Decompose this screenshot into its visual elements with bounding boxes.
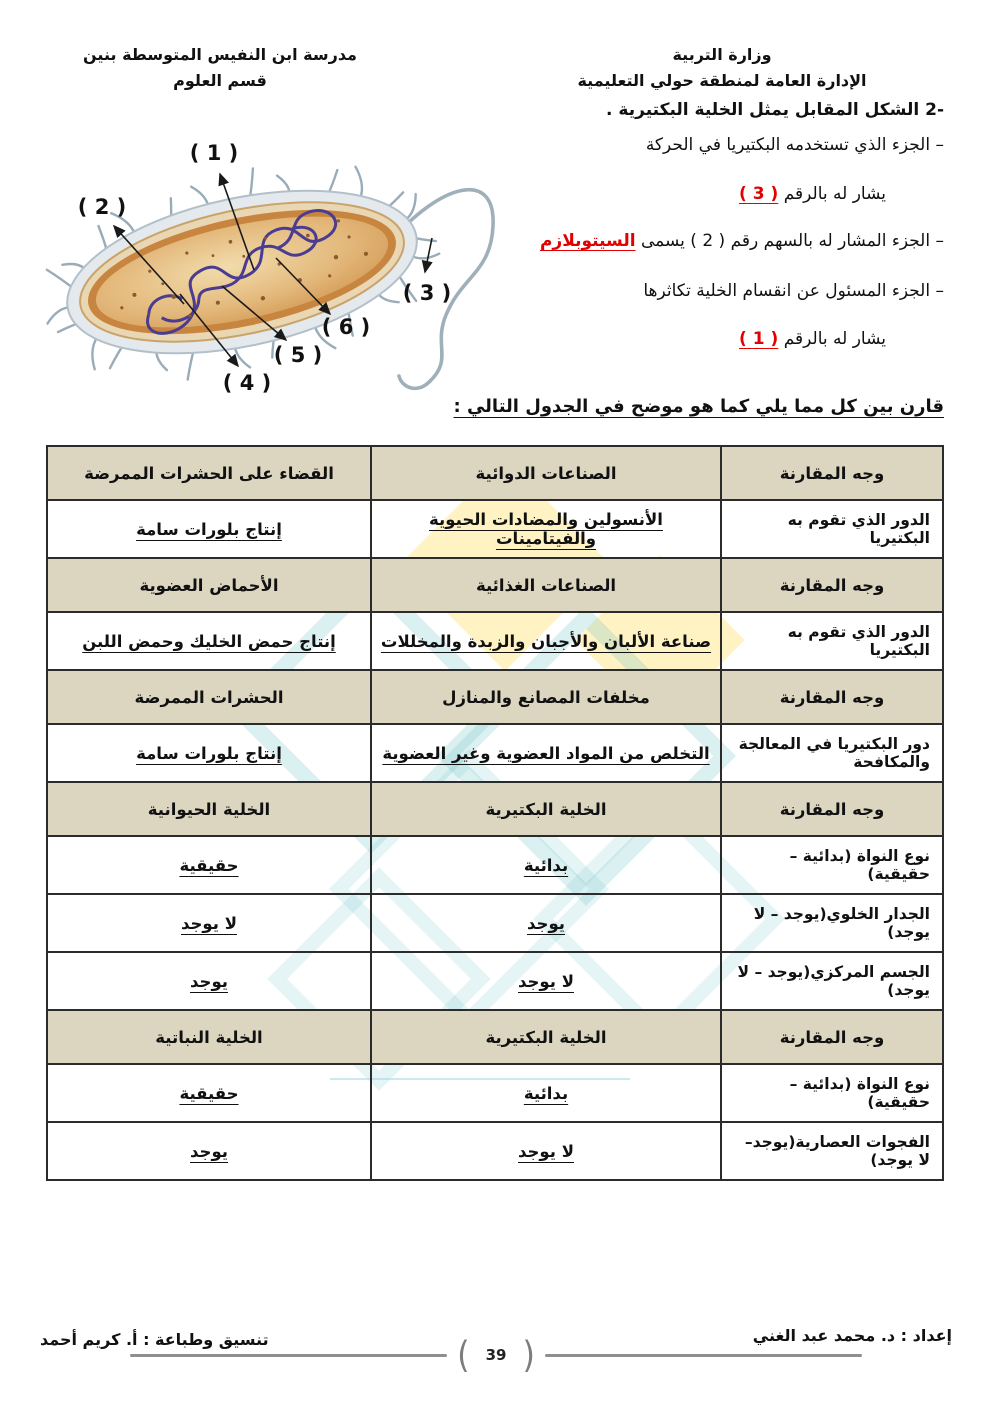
header-cell: وجه المقارنة — [720, 1009, 944, 1065]
ministry-header: وزارة التربية الإدارة العامة لمنطقة حولي… — [512, 42, 932, 93]
answer-cell: التخلص من المواد العضوية وغير العضوية — [370, 723, 722, 783]
header-cell: الصناعات الغذائية — [370, 557, 722, 613]
table-row: نوع النواة (بدائية – حقيقية) بدائية حقيقية — [46, 1063, 944, 1123]
diagram-label-3: ( 3 ) — [403, 281, 451, 305]
header-cell: الصناعات الدوائية — [370, 445, 722, 501]
table-row: الجدار الخلوي(يوجد – لا يوجد) يوجد لا يوجد — [46, 893, 944, 953]
aspect-cell: دور البكتيريا في المعالجة والمكافحة — [720, 723, 944, 783]
diagram-label-6: ( 6 ) — [322, 315, 370, 339]
answer-cell: الأنسولين والمضادات الحيوية والفيتامينات — [370, 499, 722, 559]
typeset-by: تنسيق وطباعة : أ. كريم أحمد — [40, 1330, 269, 1349]
answer-cell: بدائية — [370, 835, 722, 895]
header-cell: الحشرات الممرضة — [46, 669, 372, 725]
header-cell: الخلية الحيوانية — [46, 781, 372, 837]
header-cell: الخلية البكتيرية — [370, 1009, 722, 1065]
header-cell: الأحماض العضوية — [46, 557, 372, 613]
comparison-table-body: وجه المقارنة الصناعات الدوائية القضاء على … — [46, 445, 944, 1181]
bullet-division-part: – الجزء المسئول عن انقسام الخلية تكاثرها — [643, 280, 944, 301]
prepared-by: إعداد : د. محمد عبد الغني — [752, 1326, 952, 1345]
comparison-table: وجه المقارنة الصناعات الدوائية القضاء على … — [46, 445, 944, 1181]
answer-cell: حقيقية — [46, 835, 372, 895]
answer-division-part: يشار له بالرقم ( 1 ) — [739, 329, 886, 350]
table-row: وجه المقارنة الصناعات الدوائية القضاء على … — [46, 445, 944, 501]
diagram-label-2: ( 2 ) — [78, 195, 126, 219]
answer-value: السيتوبلازم — [539, 230, 636, 251]
table-row: وجه المقارنة الخلية البكتيرية الخلية الحيو… — [46, 781, 944, 837]
page-number: 39 — [485, 1346, 507, 1364]
aspect-cell: الجدار الخلوي(يوجد – لا يوجد) — [720, 893, 944, 953]
answer-movement-part: يشار له بالرقم ( 3 ) — [739, 183, 886, 204]
answer-cell: حقيقية — [46, 1063, 372, 1123]
aspect-cell: الدور الذي تقوم به البكتيريا — [720, 499, 944, 559]
table-row: دور البكتيريا في المعالجة والمكافحة التخل… — [46, 723, 944, 783]
rule-segment — [130, 1353, 448, 1357]
table-row: الدور الذي تقوم به البكتيريا الأنسولين وا… — [46, 499, 944, 559]
answer-cell: بدائية — [370, 1063, 722, 1123]
answer-cell: لا يوجد — [46, 893, 372, 953]
aspect-cell: الدور الذي تقوم به البكتيريا — [720, 611, 944, 671]
school-name: مدرسة ابن النفيس المتوسطة بنين — [83, 45, 357, 64]
answer-cell: إنتاج بلورات سامة — [46, 499, 372, 559]
answer-cell: إنتاج بلورات سامة — [46, 723, 372, 783]
page-number-rule: ( 39 ) — [130, 1339, 862, 1371]
header-cell: وجه المقارنة — [720, 445, 944, 501]
answer-cell: يوجد — [370, 893, 722, 953]
answer-value: ( 3 ) — [739, 183, 779, 204]
table-row: وجه المقارنة الصناعات الغذائية الأحماض الع… — [46, 557, 944, 613]
label-arrows — [112, 172, 433, 368]
header-cell: الخلية البكتيرية — [370, 781, 722, 837]
education-area: الإدارة العامة لمنطقة حولي التعليمية — [577, 70, 867, 90]
aspect-cell: نوع النواة (بدائية – حقيقية) — [720, 1063, 944, 1123]
answer-value: ( 1 ) — [739, 329, 779, 350]
header-cell: وجه المقارنة — [720, 557, 944, 613]
answer-cell: لا يوجد — [370, 951, 722, 1011]
table-row: وجه المقارنة الخلية البكتيرية الخلية النبا… — [46, 1009, 944, 1065]
question-intro-text: الشكل المقابل يمثل الخلية البكتيرية . — [606, 100, 920, 120]
cytoplasm-dots — [120, 219, 368, 318]
rule-segment — [544, 1353, 862, 1357]
table-row: وجه المقارنة مخلفات المصانع والمنازل الحشر… — [46, 669, 944, 725]
question-2: 2- الشكل المقابل يمثل الخلية البكتيرية .… — [492, 100, 944, 375]
bacteria-cell-illustration: ( 1 ) ( 2 ) ( 3 ) ( 4 ) ( 5 ) ( 6 ) — [45, 141, 495, 395]
diagram-label-1: ( 1 ) — [190, 141, 238, 165]
header-cell: مخلفات المصانع والمنازل — [370, 669, 722, 725]
bullet-movement-part: – الجزء الذي تستخدمه البكتيريا في الحركة — [645, 135, 944, 155]
header-cell: وجه المقارنة — [720, 669, 944, 725]
diagram-label-4: ( 4 ) — [223, 371, 271, 395]
header-cell: القضاء على الحشرات الممرضة — [46, 445, 372, 501]
ministry-name: وزارة التربية — [672, 45, 772, 64]
aspect-cell: الفجوات العصارية(يوجد– لا يوجد) — [720, 1121, 944, 1181]
answer-cell: يوجد — [46, 951, 372, 1011]
aspect-cell: نوع النواة (بدائية – حقيقية) — [720, 835, 944, 895]
table-row: الفجوات العصارية(يوجد– لا يوجد) لا يوجد يو… — [46, 1121, 944, 1181]
bacteria-diagram: ( 1 ) ( 2 ) ( 3 ) ( 4 ) ( 5 ) ( 6 ) — [35, 122, 542, 417]
answer-cell: صناعة الألبان والأجبان والزبدة والمخللات — [370, 611, 722, 671]
school-department: قسم العلوم — [173, 70, 267, 90]
compare-instruction: قارن بين كل مما يلي كما هو موضح في الجدو… — [453, 396, 945, 417]
answer-cell: إنتاج حمض الخليك وحمض اللبن — [46, 611, 372, 671]
table-row: الدور الذي تقوم به البكتيريا صناعة الألبا… — [46, 611, 944, 671]
school-header: مدرسة ابن النفيس المتوسطة بنين قسم العلو… — [40, 42, 400, 93]
header-cell: وجه المقارنة — [720, 781, 944, 837]
table-row: الجسم المركزي(يوجد – لا يوجد) لا يوجد يوجد — [46, 951, 944, 1011]
question-intro: 2- الشكل المقابل يمثل الخلية البكتيرية . — [492, 100, 944, 120]
diagram-label-5: ( 5 ) — [274, 343, 322, 367]
table-row: نوع النواة (بدائية – حقيقية) بدائية حقيقية — [46, 835, 944, 895]
aspect-cell: الجسم المركزي(يوجد – لا يوجد) — [720, 951, 944, 1011]
header-cell: الخلية النباتية — [46, 1009, 372, 1065]
question-number: 2- — [925, 100, 944, 120]
answer-cell: يوجد — [46, 1121, 372, 1181]
flagellum — [388, 187, 495, 391]
answer-cell: لا يوجد — [370, 1121, 722, 1181]
bullet-arrow-2-part: – الجزء المشار له بالسهم رقم ( 2 ) يسمى … — [539, 230, 944, 251]
